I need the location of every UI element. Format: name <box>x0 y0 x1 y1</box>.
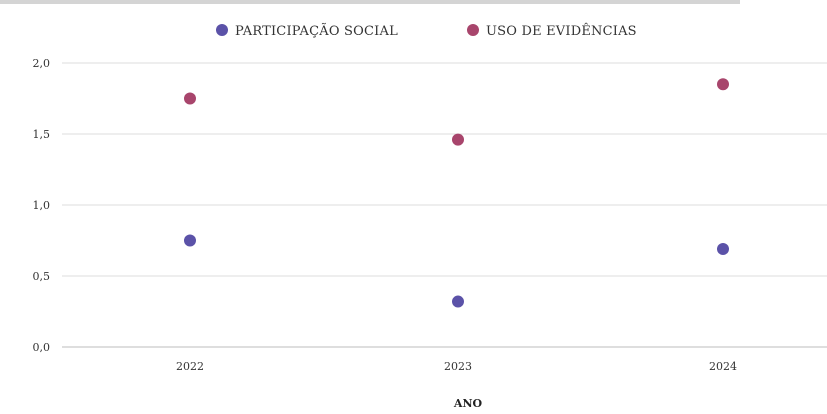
data-points <box>184 78 729 308</box>
title-strip <box>0 0 740 4</box>
data-point-series-1-2024 <box>717 78 729 91</box>
x-axis-title: ANO <box>453 397 483 410</box>
data-point-series-1-2022 <box>184 92 196 105</box>
y-axis: 0,0 0,5 1,0 1,5 2,0 <box>33 57 51 354</box>
legend-marker-participacao-social <box>216 24 228 36</box>
legend-label-participacao-social: PARTICIPAÇÃO SOCIAL <box>235 23 398 39</box>
x-axis: 2022 2023 2024 <box>176 360 737 373</box>
y-tick-label: 1,0 <box>33 199 51 212</box>
x-tick-label: 2024 <box>709 360 737 373</box>
data-point-series-0-2024 <box>717 243 729 256</box>
data-point-series-0-2022 <box>184 234 196 247</box>
y-tick-label: 0,0 <box>33 341 51 354</box>
legend: PARTICIPAÇÃO SOCIAL USO DE EVIDÊNCIAS <box>216 23 637 39</box>
x-tick-label: 2022 <box>176 360 204 373</box>
x-tick-label: 2023 <box>444 360 472 373</box>
y-tick-label: 2,0 <box>33 57 51 70</box>
y-tick-label: 1,5 <box>33 128 51 141</box>
data-point-series-0-2023 <box>452 295 464 308</box>
legend-marker-uso-de-evidencias <box>467 24 479 36</box>
y-tick-label: 0,5 <box>33 270 51 283</box>
gridlines <box>62 62 827 348</box>
legend-label-uso-de-evidencias: USO DE EVIDÊNCIAS <box>486 23 637 39</box>
data-point-series-1-2023 <box>452 133 464 146</box>
